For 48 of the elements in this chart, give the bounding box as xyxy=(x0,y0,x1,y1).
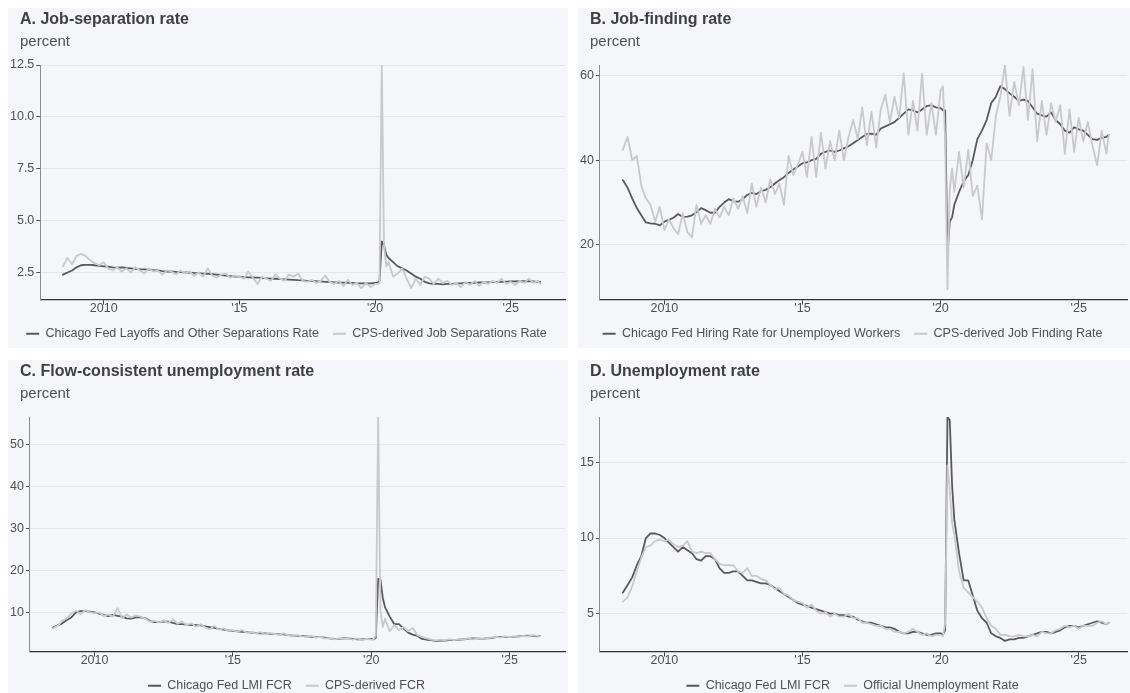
y-tick-label: 15 xyxy=(580,454,594,469)
y-tick-label: 10 xyxy=(10,604,24,619)
chart-subtitle: percent xyxy=(590,31,641,51)
legend-label: CPS-derived FCR xyxy=(324,678,425,693)
x-tick-label: '15 xyxy=(794,301,811,316)
x-tick-label: 2010 xyxy=(650,653,679,668)
chart-title: B. Job-finding rate xyxy=(590,9,732,29)
y-tick-label: 20 xyxy=(10,562,24,577)
y-tick-label: 5 xyxy=(586,606,594,621)
x-tick-label: '20 xyxy=(932,653,949,668)
x-tick-label: 2010 xyxy=(89,301,118,316)
legend-label: Chicago Fed LMI FCR xyxy=(167,678,292,693)
chart-subtitle: percent xyxy=(590,383,641,403)
y-tick-label: 50 xyxy=(10,436,24,451)
legend-label: CPS-derived Job Finding Rate xyxy=(933,326,1103,341)
y-tick-label: 40 xyxy=(10,478,24,493)
y-tick-label: 10.0 xyxy=(9,109,35,124)
legend-label: CPS-derived Job Separations Rate xyxy=(352,326,547,341)
x-tick-label: '25 xyxy=(1070,301,1087,316)
y-tick-label: 12.5 xyxy=(9,57,35,72)
y-tick-label: 20 xyxy=(580,237,594,252)
x-tick-label: '25 xyxy=(501,653,518,668)
y-tick-label: 10 xyxy=(580,530,594,545)
legend-label: Official Unemployment Rate xyxy=(863,678,1019,693)
x-tick-label: '20 xyxy=(366,301,384,316)
chart-subtitle: percent xyxy=(20,31,71,51)
legend-label: Chicago Fed Hiring Rate for Unemployed Workers xyxy=(621,326,901,341)
y-tick-label: 2.5 xyxy=(16,264,35,279)
legend-label: Chicago Fed LMI FCR xyxy=(705,678,830,693)
y-tick-label: 60 xyxy=(580,68,594,83)
x-tick-label: '15 xyxy=(794,653,811,668)
x-tick-label: 2010 xyxy=(80,653,109,668)
x-tick-label: '20 xyxy=(932,301,949,316)
x-tick-label: '15 xyxy=(224,653,242,668)
x-tick-label: '25 xyxy=(1070,653,1087,668)
x-tick-label: '15 xyxy=(231,301,248,316)
y-tick-label: 5.0 xyxy=(16,213,35,228)
x-tick-label: '20 xyxy=(363,653,380,668)
chart-title: A. Job-separation rate xyxy=(20,9,189,29)
chart-title: D. Unemployment rate xyxy=(590,361,760,381)
y-tick-label: 7.5 xyxy=(16,161,35,176)
y-tick-label: 40 xyxy=(580,152,594,167)
x-tick-label: '25 xyxy=(502,301,519,316)
legend-label: Chicago Fed Layoffs and Other Separations Rate xyxy=(45,326,320,341)
y-tick-label: 30 xyxy=(10,520,24,535)
chart-title: C. Flow-consistent unemployment rate xyxy=(20,361,315,381)
chart-subtitle: percent xyxy=(20,383,71,403)
x-tick-label: 2010 xyxy=(650,301,679,316)
